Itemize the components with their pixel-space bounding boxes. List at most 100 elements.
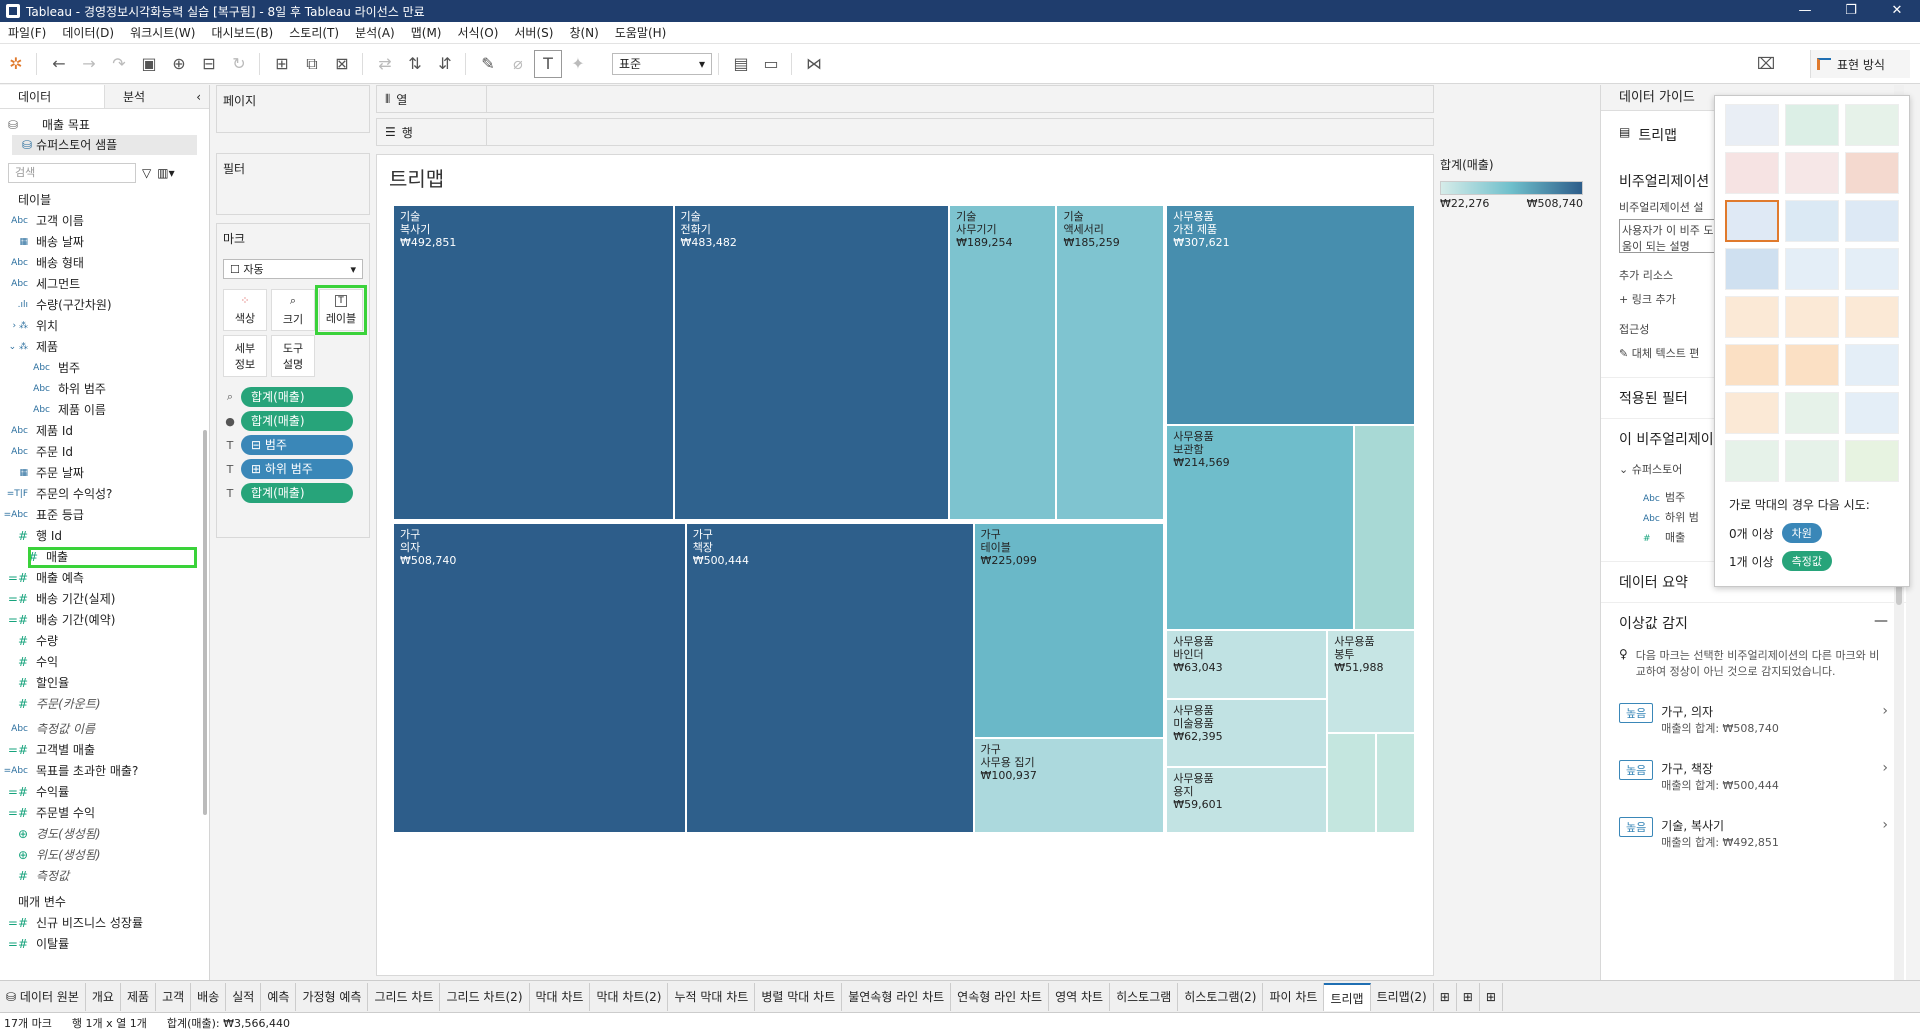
outlier-item[interactable]: 높음 기술, 복사기 매출의 합계: ₩492,851 › [1601,809,1906,858]
chart-type-icon[interactable] [1845,248,1899,290]
menu-help[interactable]: 도움말(H) [614,25,667,40]
show-me-button[interactable]: 표현 방식 [1810,50,1910,78]
encoding-icon[interactable]: T [226,462,234,476]
sheet-tab[interactable]: 연속형 라인 차트 [951,982,1050,1011]
treemap-cell[interactable]: 사무용품 용지 ₩59,601 [1166,767,1328,833]
field-item[interactable]: =# 매출 예측 [0,568,209,589]
field-item[interactable]: =Abc 목표를 초과한 매출? [0,761,209,782]
columns-shelf[interactable]: ⦀ 열 [376,85,1434,113]
field-item[interactable]: # 수량 [0,631,209,652]
field-item[interactable]: =# 배송 기간(예약) [0,610,209,631]
minimize-button[interactable]: — [1798,3,1812,18]
field-item[interactable]: =# 배송 기간(실제) [0,589,209,610]
color-button[interactable]: ⁘ 색상 [223,289,267,331]
sheet-tab[interactable]: 히스토그램(2) [1178,982,1264,1011]
chevron-right-icon[interactable]: › [1882,760,1888,776]
chart-type-icon[interactable] [1785,152,1839,194]
chart-type-icon[interactable] [1845,296,1899,338]
field-item[interactable]: =# 수익률 [0,782,209,803]
tooltip-button[interactable]: 도구 설명 [271,335,315,377]
field-pill[interactable]: 합계(매출) [241,387,353,407]
new-worksheet-tab-icon[interactable]: ⊞ [1434,982,1457,1011]
menu-file[interactable]: 파일(F) [8,25,47,40]
refresh-icon[interactable]: ↻ [232,54,246,73]
treemap-cell-unlabeled[interactable] [1327,732,1376,833]
label-button[interactable]: T 레이블 [315,285,367,335]
field-pill[interactable]: ⊟ 범주 [241,435,353,455]
group-icon[interactable]: ⌀ [513,54,523,73]
presentation-mode-icon[interactable]: ▭ [763,54,779,73]
sheet-tab[interactable]: 실적 [226,982,262,1011]
field-item[interactable]: Abc 고객 이름 [0,211,209,232]
chart-type-icon[interactable] [1785,248,1839,290]
field-item[interactable]: # 매출 [28,547,197,568]
sheet-tab[interactable]: 병렬 막대 차트 [755,982,843,1011]
chart-type-icon[interactable] [1845,392,1899,434]
treemap-cell[interactable]: 가구 의자 ₩508,740 [393,522,686,833]
chart-type-icon[interactable] [1845,200,1899,242]
highlight-icon[interactable]: ✎ [481,54,495,73]
menu-data[interactable]: 데이터(D) [62,25,115,40]
pause-updates-icon[interactable]: ⊟ [202,54,216,73]
share-icon[interactable]: ⋈ [806,54,822,73]
rows-shelf[interactable]: ☰ 행 [376,118,1434,146]
new-worksheet-icon[interactable]: ⊞ [275,54,289,73]
field-item[interactable]: ⊕ 경도(생성됨) [0,824,209,845]
view-options-icon[interactable]: ▥▾ [157,166,175,180]
field-item[interactable]: # 수익 [0,652,209,673]
color-legend[interactable]: 합계(매출) ₩22,276 ₩508,740 [1440,156,1590,210]
field-item[interactable]: Abc 세그먼트 [0,274,209,295]
encoding-icon[interactable]: T [226,486,234,500]
chart-type-icon[interactable] [1725,104,1779,146]
treemap-cell[interactable]: 사무용품 미술용품 ₩62,395 [1166,698,1328,767]
chart-type-icon[interactable] [1845,440,1899,482]
field-item[interactable]: # 행 Id [0,526,209,547]
field-item[interactable]: # 주문(카운트) [0,694,209,715]
treemap-cell[interactable]: 사무용품 바인더 ₩63,043 [1166,630,1328,699]
sheet-tab[interactable]: 트리맵(2) [1371,982,1434,1011]
datasource-item[interactable]: ⛁ 매출 목표 [0,115,209,135]
treemap-cell[interactable]: 사무용품 가전 제품 ₩307,621 [1166,205,1415,425]
treemap-cell[interactable]: 가구 사무용 집기 ₩100,937 [973,737,1164,833]
menu-worksheet[interactable]: 워크시트(W) [130,25,196,40]
menu-map[interactable]: 맵(M) [410,25,442,40]
chart-type-icon[interactable] [1725,440,1779,482]
menu-window[interactable]: 창(N) [569,25,599,40]
swap-rows-columns-icon[interactable]: ⇄ [378,54,392,73]
treemap-cell[interactable]: 기술 사무기기 ₩189,254 [949,205,1057,521]
field-item[interactable]: ▦ 배송 날짜 [0,232,209,253]
sheet-tab[interactable]: 배송 [191,982,227,1011]
field-item[interactable]: Abc 배송 형태 [0,253,209,274]
sheet-tab[interactable]: 트리맵 [1324,982,1371,1011]
menu-story[interactable]: 스토리(T) [289,25,340,40]
alt-text-button[interactable]: ✎ 대체 텍스트 편 [1601,343,1906,363]
viz-desc-box[interactable]: 사용자가 이 비주 도움이 되는 설명 [1601,217,1906,255]
sheet-tab[interactable]: 히스토그램 [1110,982,1179,1011]
chart-type-icon[interactable] [1725,392,1779,434]
sheet-tab[interactable]: 그리드 차트 [368,982,441,1011]
menu-dashboard[interactable]: 대시보드(B) [211,25,274,40]
field-item[interactable]: # 할인율 [0,673,209,694]
treemap-cell[interactable]: 기술 액세서리 ₩185,259 [1056,205,1164,521]
field-pill[interactable]: 합계(매출) [241,411,353,431]
chart-type-icon[interactable] [1725,344,1779,386]
field-item[interactable]: =# 신규 비즈니스 성장률 [0,913,209,934]
encoding-icon[interactable]: ⌕ [226,390,234,403]
sort-ascending-icon[interactable]: ⇅ [408,54,422,73]
field-item[interactable]: Abc 범주 [0,358,209,379]
new-datasource-icon[interactable]: ⊕ [172,54,186,73]
treemap-cell[interactable]: 사무용품 보관함 ₩214,569 [1166,424,1355,631]
pages-card[interactable]: 페이지 [216,85,370,133]
chart-type-icon[interactable] [1785,200,1839,242]
outlier-item[interactable]: 높음 가구, 책장 매출의 합계: ₩500,444 › [1601,752,1906,801]
maximize-button[interactable]: ❐ [1845,3,1857,18]
add-link-button[interactable]: + 링크 추가 [1601,289,1906,309]
field-item[interactable]: › ⁂ 위치 [0,316,209,337]
datasource-toggle[interactable]: ⌄ 슈퍼스토어 [1601,459,1906,479]
chart-type-icon[interactable] [1725,248,1779,290]
sheet-tab[interactable]: 막대 차트 [530,982,591,1011]
fit-select[interactable]: 표준 ▾ [612,52,712,75]
sheet-tab[interactable]: 고객 [156,982,192,1011]
field-item[interactable]: Abc 측정값 이름 [0,719,209,740]
field-pill[interactable]: 합계(매출) [241,483,353,503]
